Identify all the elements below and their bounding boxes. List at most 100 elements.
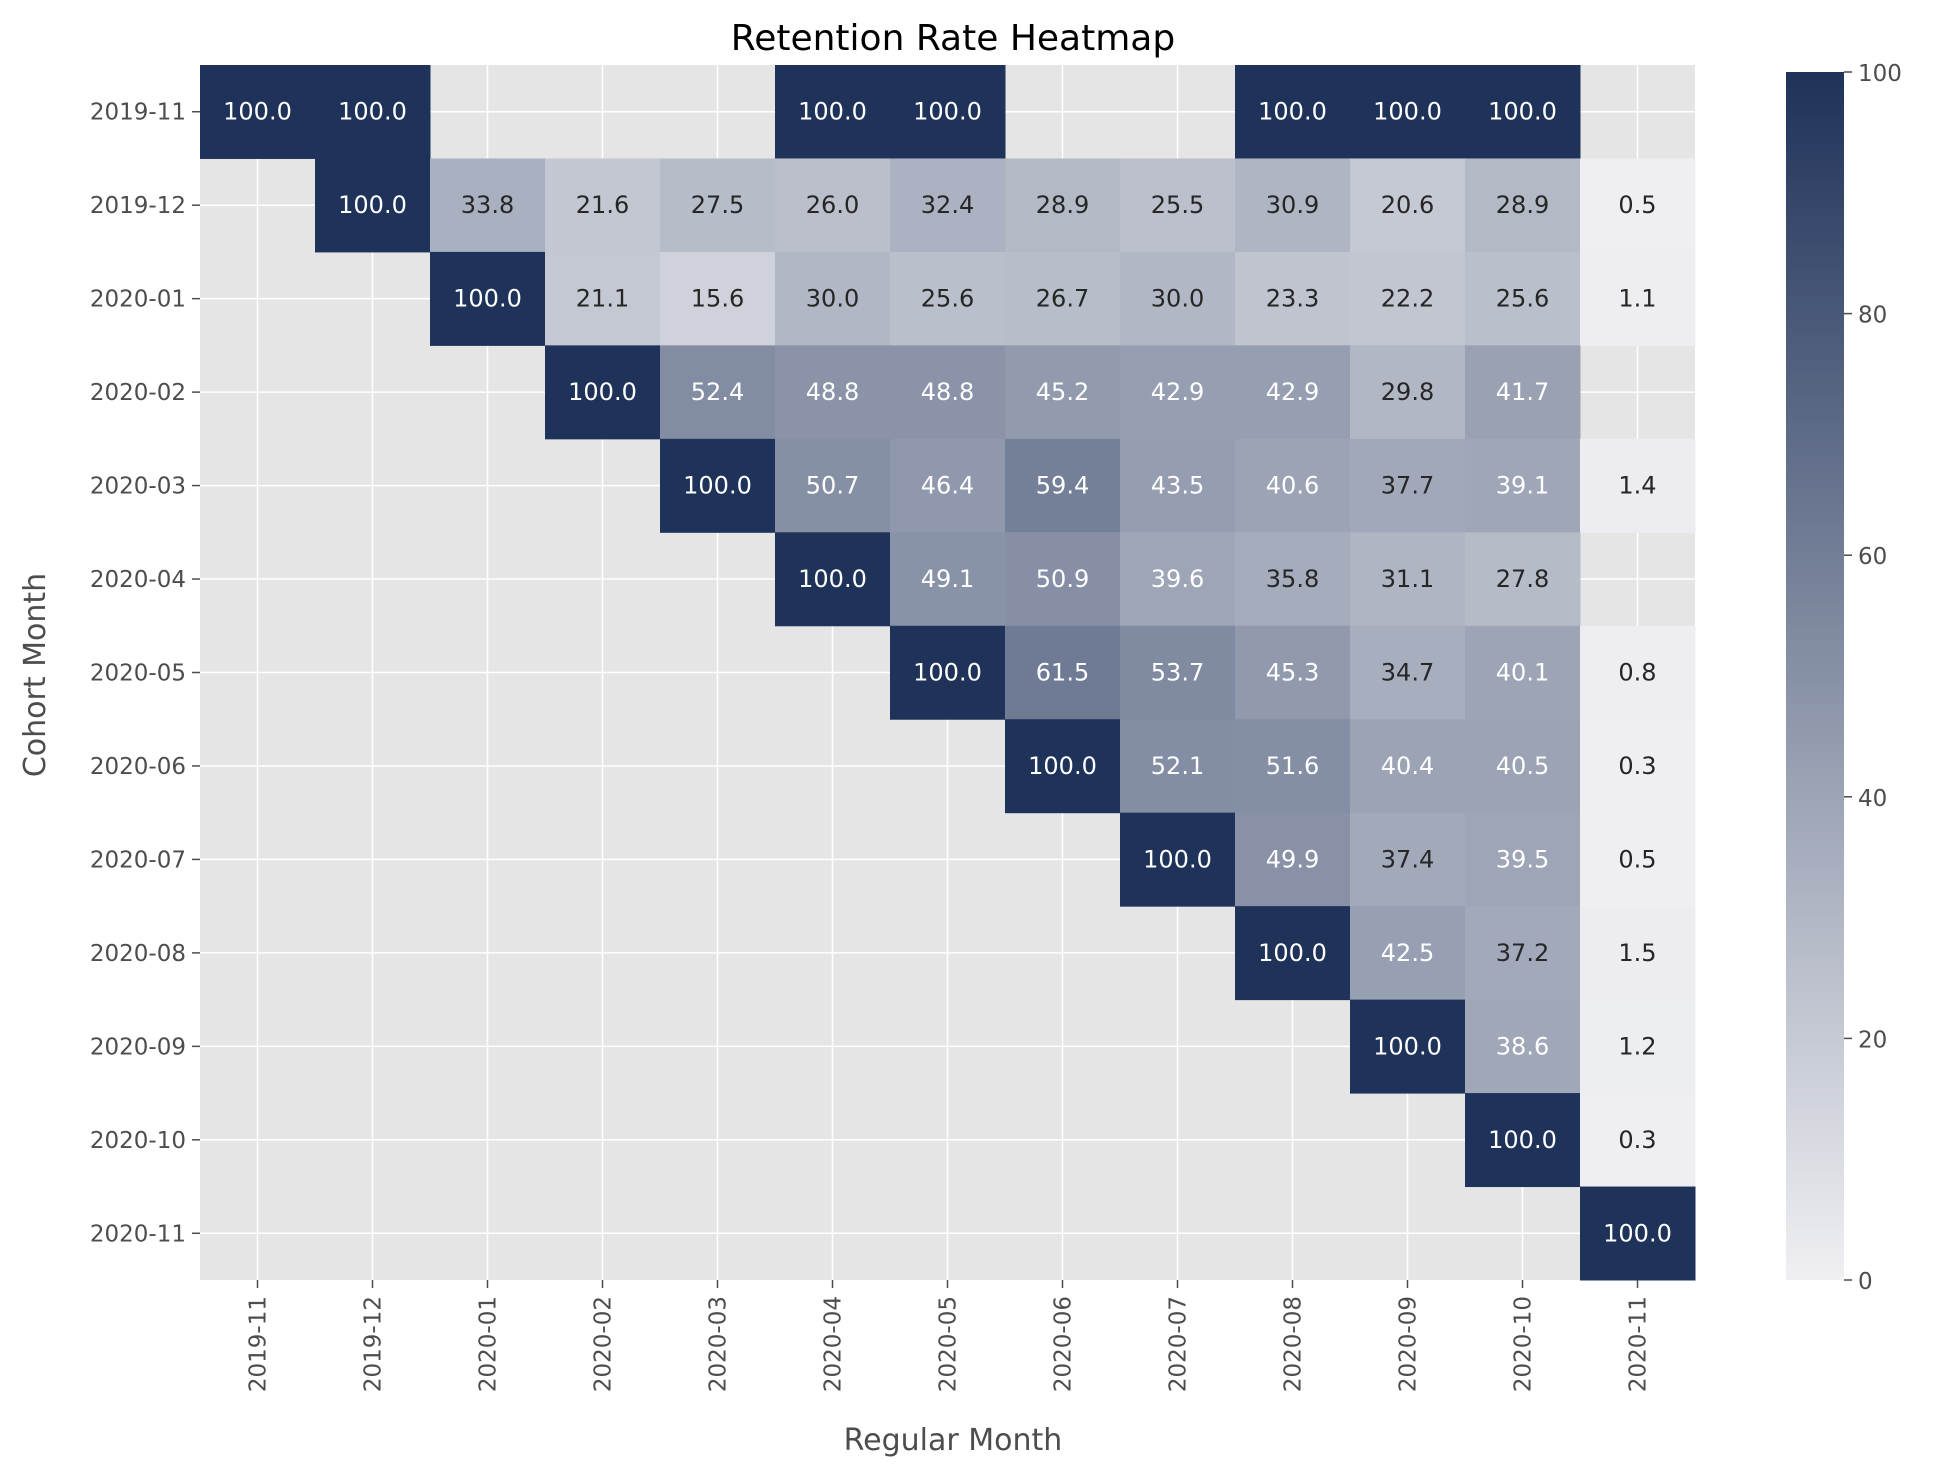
cell-value-label: 37.2	[1496, 939, 1549, 967]
cell-value-label: 100.0	[1373, 98, 1442, 126]
cell-value-label: 100.0	[1028, 752, 1097, 780]
heatmap-cell	[660, 251, 776, 346]
heatmap-cell	[660, 438, 776, 533]
heatmap-cell	[1235, 532, 1351, 627]
y-tick-label: 2020-04	[90, 567, 186, 593]
heatmap-cell	[1235, 719, 1351, 814]
cell-value-label: 100.0	[798, 98, 867, 126]
x-tick-label: 2019-11	[246, 1296, 272, 1392]
cell-value-label: 35.8	[1266, 565, 1319, 593]
heatmap-cell	[1350, 812, 1466, 907]
cell-value-label: 59.4	[1036, 472, 1089, 500]
y-tick-label: 2020-09	[90, 1034, 186, 1060]
cell-value-label: 100.0	[223, 98, 292, 126]
cell-value-label: 100.0	[1143, 845, 1212, 873]
heatmap-cell	[1005, 625, 1121, 720]
heatmap-cell	[1005, 532, 1121, 627]
heatmap-cell	[1350, 625, 1466, 720]
cell-value-label: 26.0	[806, 191, 859, 219]
heatmap-cell	[775, 532, 891, 627]
cell-value-label: 30.0	[1151, 285, 1204, 313]
heatmap-cell	[1120, 158, 1236, 253]
cell-value-label: 100.0	[1488, 98, 1557, 126]
heatmap-cell	[1350, 438, 1466, 533]
y-tick-label: 2020-02	[90, 380, 186, 406]
colorbar-tick-label: 100	[1858, 61, 1902, 87]
cell-value-label: 38.6	[1496, 1032, 1549, 1060]
heatmap-cell	[1580, 1186, 1696, 1281]
y-axis: 2019-11 2019-12 2020-01 2020-02 2020-03 2020-…	[90, 100, 200, 1247]
cell-value-label: 22.2	[1381, 285, 1434, 313]
cell-value-label: 100.0	[1603, 1219, 1672, 1247]
cell-value-label: 100.0	[1373, 1032, 1442, 1060]
cell-value-label: 20.6	[1381, 191, 1434, 219]
cell-value-label: 0.3	[1618, 1126, 1656, 1154]
cell-value-label: 28.9	[1036, 191, 1089, 219]
x-tick-label: 2019-12	[361, 1296, 387, 1392]
heatmap-cell	[890, 625, 1006, 720]
x-tick-label: 2020-07	[1166, 1296, 1192, 1392]
cell-value-label: 29.8	[1381, 378, 1434, 406]
cell-value-label: 100.0	[913, 659, 982, 687]
x-tick-label: 2020-05	[936, 1296, 962, 1392]
heatmap-cell	[1120, 625, 1236, 720]
colorbar-tick-label: 60	[1858, 544, 1887, 570]
cell-value-label: 50.9	[1036, 565, 1089, 593]
heatmap-cell	[775, 158, 891, 253]
heatmap-cell	[1005, 251, 1121, 346]
heatmap-cell	[1235, 438, 1351, 533]
cell-value-label: 43.5	[1151, 472, 1204, 500]
colorbar-tick-label: 0	[1858, 1269, 1873, 1295]
heatmap-cell	[1465, 345, 1581, 440]
heatmap-cell	[1350, 719, 1466, 814]
heatmap-cell	[1235, 65, 1351, 159]
heatmap-cell	[775, 345, 891, 440]
cell-value-label: 100.0	[568, 378, 637, 406]
cell-value-label: 100.0	[338, 98, 407, 126]
cell-value-label: 50.7	[806, 472, 859, 500]
y-tick-label: 2019-12	[90, 193, 186, 219]
cell-value-label: 21.6	[576, 191, 629, 219]
heatmap-cell	[545, 158, 661, 253]
cell-value-label: 45.3	[1266, 659, 1319, 687]
x-axis: 2019-11 2019-12 2020-01 2020-02 2020-03 2020-…	[246, 1280, 1652, 1392]
heatmap-cell	[545, 251, 661, 346]
heatmap-cell	[890, 438, 1006, 533]
x-axis-label: Regular Month	[844, 1423, 1063, 1458]
cell-value-label: 30.9	[1266, 191, 1319, 219]
heatmap-cell	[1580, 999, 1696, 1094]
heatmap-cell	[1350, 345, 1466, 440]
heatmap-cell	[1580, 1093, 1696, 1188]
heatmap-cell	[1235, 625, 1351, 720]
cell-value-label: 40.1	[1496, 659, 1549, 687]
x-tick-label: 2020-06	[1051, 1296, 1077, 1392]
cell-value-label: 100.0	[338, 191, 407, 219]
cell-value-label: 34.7	[1381, 659, 1434, 687]
cell-value-label: 100.0	[683, 472, 752, 500]
cell-value-label: 25.6	[1496, 285, 1549, 313]
heatmap-cell	[1350, 999, 1466, 1094]
heatmap-cell	[660, 345, 776, 440]
heatmap-cell	[890, 65, 1006, 159]
x-tick-label: 2020-03	[706, 1296, 732, 1392]
heatmap-cell	[890, 532, 1006, 627]
y-tick-label: 2020-07	[90, 847, 186, 873]
heatmap-cell	[1465, 999, 1581, 1094]
heatmap-cell	[1580, 251, 1696, 346]
colorbar: 0 20 40 60 80 100	[1786, 61, 1902, 1295]
cell-value-label: 27.5	[691, 191, 744, 219]
heatmap-cell	[1465, 251, 1581, 346]
heatmap-cell	[1005, 345, 1121, 440]
heatmap-cell	[1580, 906, 1696, 1001]
heatmap-cell	[1120, 438, 1236, 533]
heatmap-cell	[1350, 65, 1466, 159]
cell-value-label: 51.6	[1266, 752, 1319, 780]
heatmap-cell	[315, 158, 431, 253]
heatmap-cell	[1120, 345, 1236, 440]
heatmap-cell	[775, 251, 891, 346]
cell-value-label: 1.2	[1618, 1032, 1656, 1060]
cell-value-label: 48.8	[806, 378, 859, 406]
cell-value-label: 100.0	[1258, 98, 1327, 126]
heatmap-cell	[1120, 812, 1236, 907]
cell-value-label: 27.8	[1496, 565, 1549, 593]
